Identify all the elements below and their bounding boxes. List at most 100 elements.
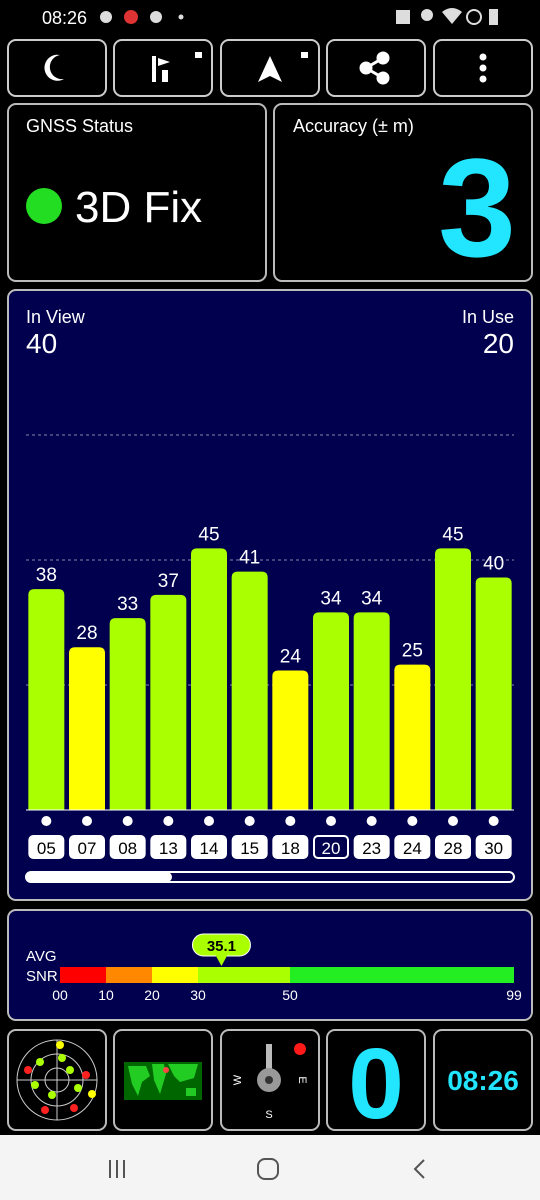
clock-time: 08:26 bbox=[447, 1065, 519, 1096]
back-button[interactable] bbox=[413, 1159, 425, 1179]
recent-button[interactable] bbox=[109, 1160, 125, 1178]
snr-segment bbox=[60, 967, 106, 983]
in-use-dot bbox=[488, 816, 499, 826]
bar bbox=[394, 664, 431, 810]
in-use-dot bbox=[448, 816, 458, 826]
bar-value-label: 33 bbox=[117, 594, 138, 615]
prn-label: 07 bbox=[78, 839, 97, 858]
bar-value-label: 24 bbox=[280, 646, 302, 667]
bar-value-label: 40 bbox=[483, 553, 504, 574]
in-use-dot bbox=[366, 816, 377, 826]
in-use-dot bbox=[82, 816, 92, 826]
sky-plot bbox=[16, 1039, 98, 1121]
prn-box bbox=[272, 835, 309, 859]
status-icons bbox=[100, 8, 498, 25]
prn-box bbox=[28, 835, 65, 859]
snr-tick-label: 20 bbox=[144, 987, 160, 1003]
night-mode-button[interactable] bbox=[7, 39, 107, 97]
in-use-value: 20 bbox=[483, 328, 514, 359]
prn-label: 30 bbox=[484, 839, 503, 858]
fix-indicator bbox=[26, 188, 62, 224]
bar bbox=[28, 589, 65, 810]
in-use-dot bbox=[285, 816, 296, 826]
bar bbox=[272, 670, 309, 810]
prn-label: 14 bbox=[200, 839, 219, 858]
prn-box bbox=[191, 835, 227, 859]
home-button[interactable] bbox=[257, 1158, 279, 1180]
compass-west: W bbox=[232, 1074, 244, 1085]
nav-bar bbox=[0, 1135, 540, 1200]
snr-segment bbox=[152, 967, 198, 983]
prn-box bbox=[475, 835, 512, 859]
share-icon bbox=[359, 51, 390, 85]
bar-value-label: 34 bbox=[361, 588, 383, 609]
speed-tile[interactable] bbox=[326, 1029, 426, 1131]
avg-value: 35.1 bbox=[207, 938, 236, 955]
snr-tick-label: 00 bbox=[52, 987, 68, 1003]
snr-segment bbox=[290, 967, 514, 983]
accuracy-title: Accuracy (± m) bbox=[293, 116, 414, 136]
prn-label: 23 bbox=[362, 839, 381, 858]
prn-label: 13 bbox=[159, 839, 178, 858]
nav-buttons bbox=[109, 1158, 425, 1180]
compass bbox=[257, 1043, 306, 1092]
in-use-dot bbox=[326, 816, 336, 826]
lock-icon bbox=[195, 52, 202, 58]
prn-label: 08 bbox=[118, 839, 137, 858]
bar bbox=[109, 618, 146, 810]
person-flag-icon bbox=[152, 56, 170, 82]
snr-tick-label: 99 bbox=[506, 987, 522, 1003]
snr-tick-label: 30 bbox=[190, 987, 206, 1003]
waypoint-button[interactable] bbox=[113, 39, 213, 97]
status-time: 08:26 bbox=[42, 8, 87, 28]
in-use-dot bbox=[163, 816, 174, 826]
in-use-dot bbox=[407, 816, 418, 826]
prn-label: 15 bbox=[240, 839, 259, 858]
clock-tile[interactable] bbox=[433, 1029, 533, 1131]
bar-value-label: 45 bbox=[198, 524, 219, 545]
in-use-dot bbox=[244, 816, 255, 826]
bar bbox=[313, 612, 349, 810]
fix-text: 3D Fix bbox=[75, 183, 202, 232]
gnss-title: GNSS Status bbox=[26, 116, 133, 136]
bar-value-label: 34 bbox=[320, 588, 342, 609]
prn-box bbox=[231, 835, 268, 859]
snr-segment bbox=[106, 967, 152, 983]
bar bbox=[475, 577, 512, 810]
bar bbox=[231, 571, 268, 810]
in-use-dot bbox=[41, 816, 52, 826]
in-use-dot bbox=[122, 816, 133, 826]
bar bbox=[435, 548, 471, 810]
arrow-icon bbox=[258, 56, 282, 82]
in-view-label: In View bbox=[26, 307, 86, 327]
bar-value-label: 25 bbox=[402, 641, 423, 662]
in-use-dot bbox=[204, 816, 214, 826]
prn-box bbox=[353, 835, 390, 859]
prn-label: 05 bbox=[37, 839, 56, 858]
snr-segment bbox=[198, 967, 290, 983]
prn-label: 28 bbox=[444, 839, 463, 858]
bar bbox=[69, 647, 105, 810]
speed-value: 0 bbox=[348, 1028, 404, 1140]
accuracy-panel bbox=[273, 103, 533, 282]
compass-east: E bbox=[296, 1076, 308, 1083]
bar bbox=[191, 548, 227, 810]
prn-box bbox=[109, 835, 146, 859]
bar bbox=[353, 612, 390, 810]
snr-label-bottom: SNR bbox=[26, 968, 58, 985]
share-button[interactable] bbox=[326, 39, 426, 97]
prn-box bbox=[313, 835, 349, 859]
prn-box bbox=[394, 835, 431, 859]
prn-label: 20 bbox=[322, 839, 341, 858]
prn-box bbox=[435, 835, 471, 859]
bar-value-label: 28 bbox=[76, 623, 97, 644]
bar-value-label: 37 bbox=[158, 571, 179, 592]
bar-value-label: 38 bbox=[36, 565, 57, 586]
lock-icon bbox=[301, 52, 308, 58]
snr-panel bbox=[7, 909, 533, 1021]
moon-icon bbox=[44, 54, 64, 81]
bar-value-label: 45 bbox=[442, 524, 463, 545]
bar-value-label: 41 bbox=[239, 548, 260, 569]
world-map bbox=[124, 1062, 202, 1100]
